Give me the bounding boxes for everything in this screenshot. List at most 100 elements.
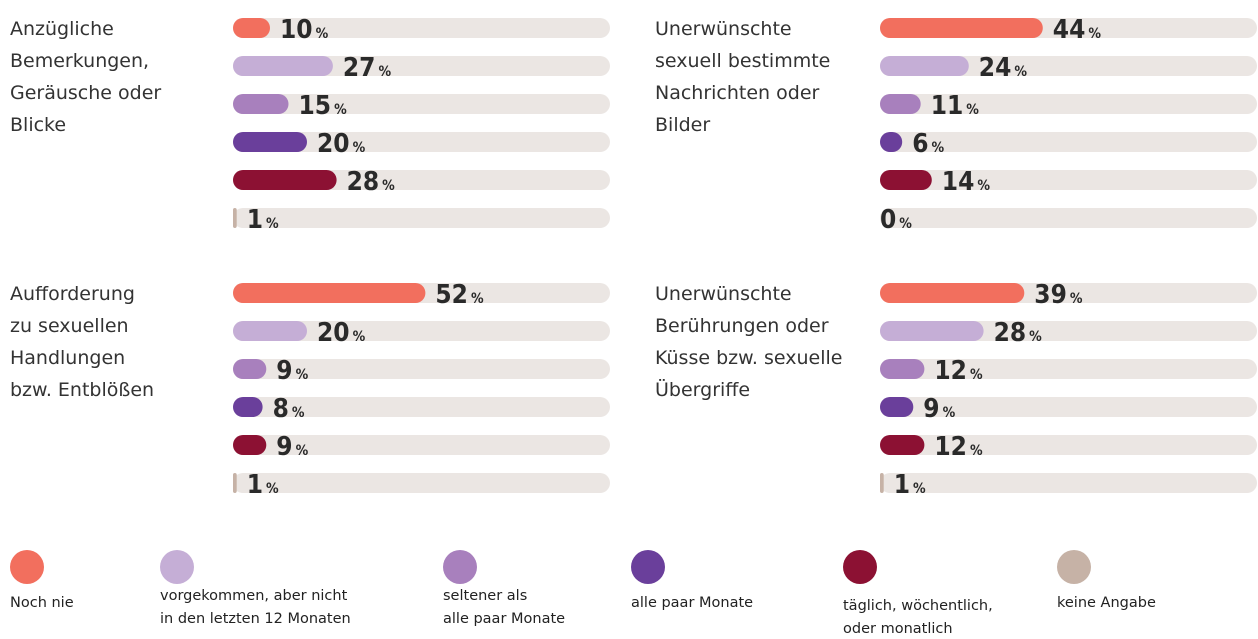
value-label: 9% <box>276 356 308 386</box>
bar <box>233 321 307 341</box>
bar-track <box>233 94 610 114</box>
bar <box>233 435 267 455</box>
value-label: 6% <box>912 129 944 159</box>
value-unit: % <box>970 367 983 383</box>
value-label: 9% <box>923 394 955 424</box>
value-number: 8 <box>273 394 289 424</box>
value-label: 28% <box>994 318 1043 348</box>
value-label: 28% <box>347 167 396 197</box>
value-unit: % <box>899 216 912 232</box>
bar-track <box>233 359 610 379</box>
legend-label: alle paar Monate <box>631 595 753 611</box>
bar <box>233 170 337 190</box>
panel-title: zu sexuellen <box>10 315 129 337</box>
value-label: 24% <box>979 53 1028 83</box>
bar-track <box>233 208 610 228</box>
value-number: 9 <box>923 394 939 424</box>
value-number: 9 <box>276 356 292 386</box>
legend-swatch <box>443 550 477 584</box>
bar <box>233 56 333 76</box>
value-number: 44 <box>1053 15 1086 45</box>
panel-title: Nachrichten oder <box>655 82 820 104</box>
panel-title: Berührungen oder <box>655 315 829 337</box>
bar <box>880 283 1025 303</box>
bar-track <box>880 132 1257 152</box>
bar <box>233 397 263 417</box>
value-label: 1% <box>247 205 279 235</box>
value-number: 20 <box>317 129 350 159</box>
bar <box>880 94 921 114</box>
value-unit: % <box>931 140 944 156</box>
legend-swatch <box>160 550 194 584</box>
bar <box>233 132 307 152</box>
value-unit: % <box>382 178 395 194</box>
panel-title: Unerwünschte <box>655 283 792 305</box>
bar-track <box>233 321 610 341</box>
value-number: 24 <box>979 53 1012 83</box>
value-label: 52% <box>435 280 484 310</box>
value-number: 1 <box>894 470 910 500</box>
bar <box>880 18 1043 38</box>
panel-title: Bemerkungen, <box>10 50 149 72</box>
value-number: 28 <box>994 318 1027 348</box>
legend-label: vorgekommen, aber nicht <box>160 588 348 604</box>
bar <box>880 56 969 76</box>
legend-swatch <box>10 550 44 584</box>
value-unit: % <box>353 140 366 156</box>
value-number: 9 <box>276 432 292 462</box>
legend-swatch <box>631 550 665 584</box>
value-unit: % <box>378 64 391 80</box>
value-number: 20 <box>317 318 350 348</box>
bar-track <box>233 473 610 493</box>
value-label: 39% <box>1034 280 1083 310</box>
legend-label: alle paar Monate <box>443 611 565 627</box>
bar <box>233 208 237 228</box>
value-label: 1% <box>894 470 926 500</box>
value-number: 52 <box>435 280 468 310</box>
bar-track <box>880 473 1257 493</box>
panel-title: Bilder <box>655 114 710 136</box>
value-number: 1 <box>247 205 263 235</box>
value-label: 20% <box>317 318 366 348</box>
legend-swatch <box>1057 550 1091 584</box>
bar-track <box>233 18 610 38</box>
value-label: 10% <box>280 15 329 45</box>
value-number: 11 <box>931 91 964 121</box>
value-unit: % <box>471 291 484 307</box>
value-number: 12 <box>934 432 967 462</box>
panel-title: bzw. Entblößen <box>10 379 154 401</box>
bar-track <box>880 359 1257 379</box>
value-label: 44% <box>1053 15 1102 45</box>
value-number: 12 <box>934 356 967 386</box>
panel-title: Unerwünschte <box>655 18 792 40</box>
value-label: 0% <box>880 205 912 235</box>
value-unit: % <box>966 102 979 118</box>
panel-title: Geräusche oder <box>10 82 161 104</box>
value-number: 10 <box>280 15 313 45</box>
value-label: 11% <box>931 91 980 121</box>
bar-track <box>233 435 610 455</box>
bar <box>880 132 903 152</box>
value-number: 15 <box>299 91 332 121</box>
value-number: 27 <box>343 53 376 83</box>
value-unit: % <box>316 26 329 42</box>
legend-swatch <box>843 550 877 584</box>
value-unit: % <box>353 329 366 345</box>
bar-track <box>880 170 1257 190</box>
bar-track <box>233 132 610 152</box>
bar <box>233 283 426 303</box>
legend-label: täglich, wöchentlich, <box>843 598 993 614</box>
bar-track <box>880 208 1257 228</box>
value-number: 39 <box>1034 280 1067 310</box>
panel-title: Übergriffe <box>655 378 750 401</box>
legend-label: seltener als <box>443 588 527 604</box>
value-unit: % <box>266 481 279 497</box>
legend-label: in den letzten 12 Monaten <box>160 611 351 627</box>
value-label: 9% <box>276 432 308 462</box>
bar-track <box>880 56 1257 76</box>
value-number: 0 <box>880 205 896 235</box>
bar-track <box>880 397 1257 417</box>
value-number: 6 <box>912 129 928 159</box>
value-label: 8% <box>273 394 305 424</box>
